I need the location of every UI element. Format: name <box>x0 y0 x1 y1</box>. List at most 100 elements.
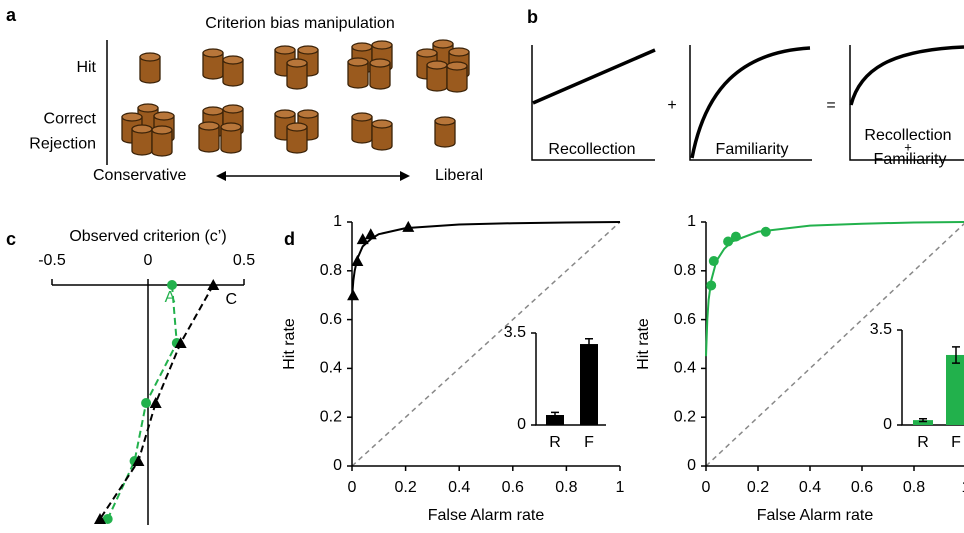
bar <box>580 344 598 425</box>
panel-label: a <box>6 5 17 25</box>
chance-line <box>352 222 620 466</box>
fit-curve <box>706 222 964 356</box>
cylinder-group <box>435 117 455 147</box>
cylinder-top <box>352 43 372 51</box>
y-tick-label: 0.2 <box>320 408 342 425</box>
cylinder-top <box>447 62 467 70</box>
y-tick-label: 0.6 <box>674 311 696 328</box>
cylinder-top <box>449 48 469 56</box>
operator: + <box>667 97 676 114</box>
cylinder-top <box>138 104 158 112</box>
row-label: Rejection <box>29 136 96 153</box>
cylinder-top <box>221 123 241 131</box>
cylinder-top <box>417 49 437 57</box>
panel-label: c <box>6 229 16 249</box>
marker <box>141 398 151 408</box>
cylinder-group <box>348 41 392 89</box>
cylinder-top <box>275 110 295 118</box>
y-tick-label: 1 <box>687 213 696 230</box>
cylinder-top <box>223 105 243 113</box>
marker <box>731 232 741 242</box>
cylinder-top <box>203 107 223 115</box>
x-tick-label: 1 <box>616 479 625 496</box>
cylinder-group <box>199 105 243 153</box>
cylinder-top <box>152 126 172 134</box>
y-tick-label: 1 <box>333 213 342 230</box>
x-tick-label: 0.4 <box>448 479 470 496</box>
cylinder-top <box>223 56 243 64</box>
cylinder-top <box>275 46 295 54</box>
marker <box>709 256 719 266</box>
series-label: A <box>165 289 176 306</box>
x-tick-label: R <box>917 434 929 451</box>
cylinder-top <box>140 53 160 61</box>
marker <box>761 227 771 237</box>
row-label: Hit <box>76 59 96 76</box>
x-tick-label: 0.2 <box>747 479 769 496</box>
figure: a b c d Criterion bias manipulation Cons… <box>0 0 964 533</box>
bar <box>946 355 964 425</box>
marker <box>402 221 414 232</box>
cylinder-top <box>433 40 453 48</box>
cylinder-top <box>427 61 447 69</box>
x-tick-label: 0.5 <box>233 252 255 269</box>
axis-right-label: Liberal <box>435 167 483 184</box>
x-tick-label: -0.5 <box>38 252 66 269</box>
axis-title: Observed criterion (c’) <box>69 228 226 245</box>
x-axis-title: False Alarm rate <box>428 507 545 524</box>
y-tick-label: 0.4 <box>674 360 696 377</box>
x-tick-label: 0.4 <box>799 479 821 496</box>
marker <box>365 228 377 239</box>
cylinder-top <box>287 123 307 131</box>
model-label: Familiarity <box>716 141 789 158</box>
axis-left-label: Conservative <box>93 167 186 184</box>
x-tick-label: 0 <box>144 252 153 269</box>
cylinder-group <box>140 53 160 83</box>
y-tick-label: 3.5 <box>870 321 892 338</box>
x-tick-label: 0 <box>702 479 711 496</box>
y-tick-label: 0.4 <box>320 360 342 377</box>
marker <box>150 397 162 408</box>
x-tick-label: 0.6 <box>502 479 524 496</box>
y-tick-label: 0.6 <box>320 311 342 328</box>
row-label: Correct <box>44 111 97 128</box>
y-tick-label: 0 <box>883 416 892 433</box>
cylinder-group <box>122 104 174 156</box>
y-tick-label: 0.8 <box>320 262 342 279</box>
fit-curve <box>352 222 620 298</box>
x-tick-label: F <box>584 434 594 451</box>
cylinder-top <box>298 110 318 118</box>
cylinder-top <box>122 113 142 121</box>
cylinder-top <box>435 117 455 125</box>
x-tick-label: R <box>549 434 561 451</box>
marker <box>706 280 716 290</box>
axes <box>706 222 964 466</box>
cylinder-group <box>352 113 392 150</box>
x-tick-label: 0.8 <box>903 479 925 496</box>
cylinder-top <box>203 49 223 57</box>
bias-arrow <box>216 171 410 181</box>
cylinder-top <box>372 120 392 128</box>
cylinder-top <box>348 58 368 66</box>
cylinder-group <box>275 46 318 89</box>
y-tick-label: 3.5 <box>504 324 526 341</box>
x-tick-label: 0 <box>348 479 357 496</box>
cylinder-group <box>275 110 318 153</box>
x-tick-label: 0.2 <box>394 479 416 496</box>
cylinder-top <box>372 41 392 49</box>
y-axis-title: Hit rate <box>635 318 652 370</box>
cylinder-top <box>370 59 390 67</box>
y-axis-title: Hit rate <box>281 318 298 370</box>
chance-line <box>706 222 964 466</box>
cylinder-group <box>417 40 469 92</box>
y-tick-label: 0.8 <box>674 262 696 279</box>
cylinder-top <box>154 112 174 120</box>
operator: = <box>826 97 835 114</box>
x-tick-label: 0.6 <box>851 479 873 496</box>
series-label: C <box>225 291 237 308</box>
cylinder-top <box>132 125 152 133</box>
y-tick-label: 0.2 <box>674 408 696 425</box>
x-axis-title: False Alarm rate <box>757 507 874 524</box>
cylinder-top <box>287 59 307 67</box>
marker <box>347 289 359 300</box>
